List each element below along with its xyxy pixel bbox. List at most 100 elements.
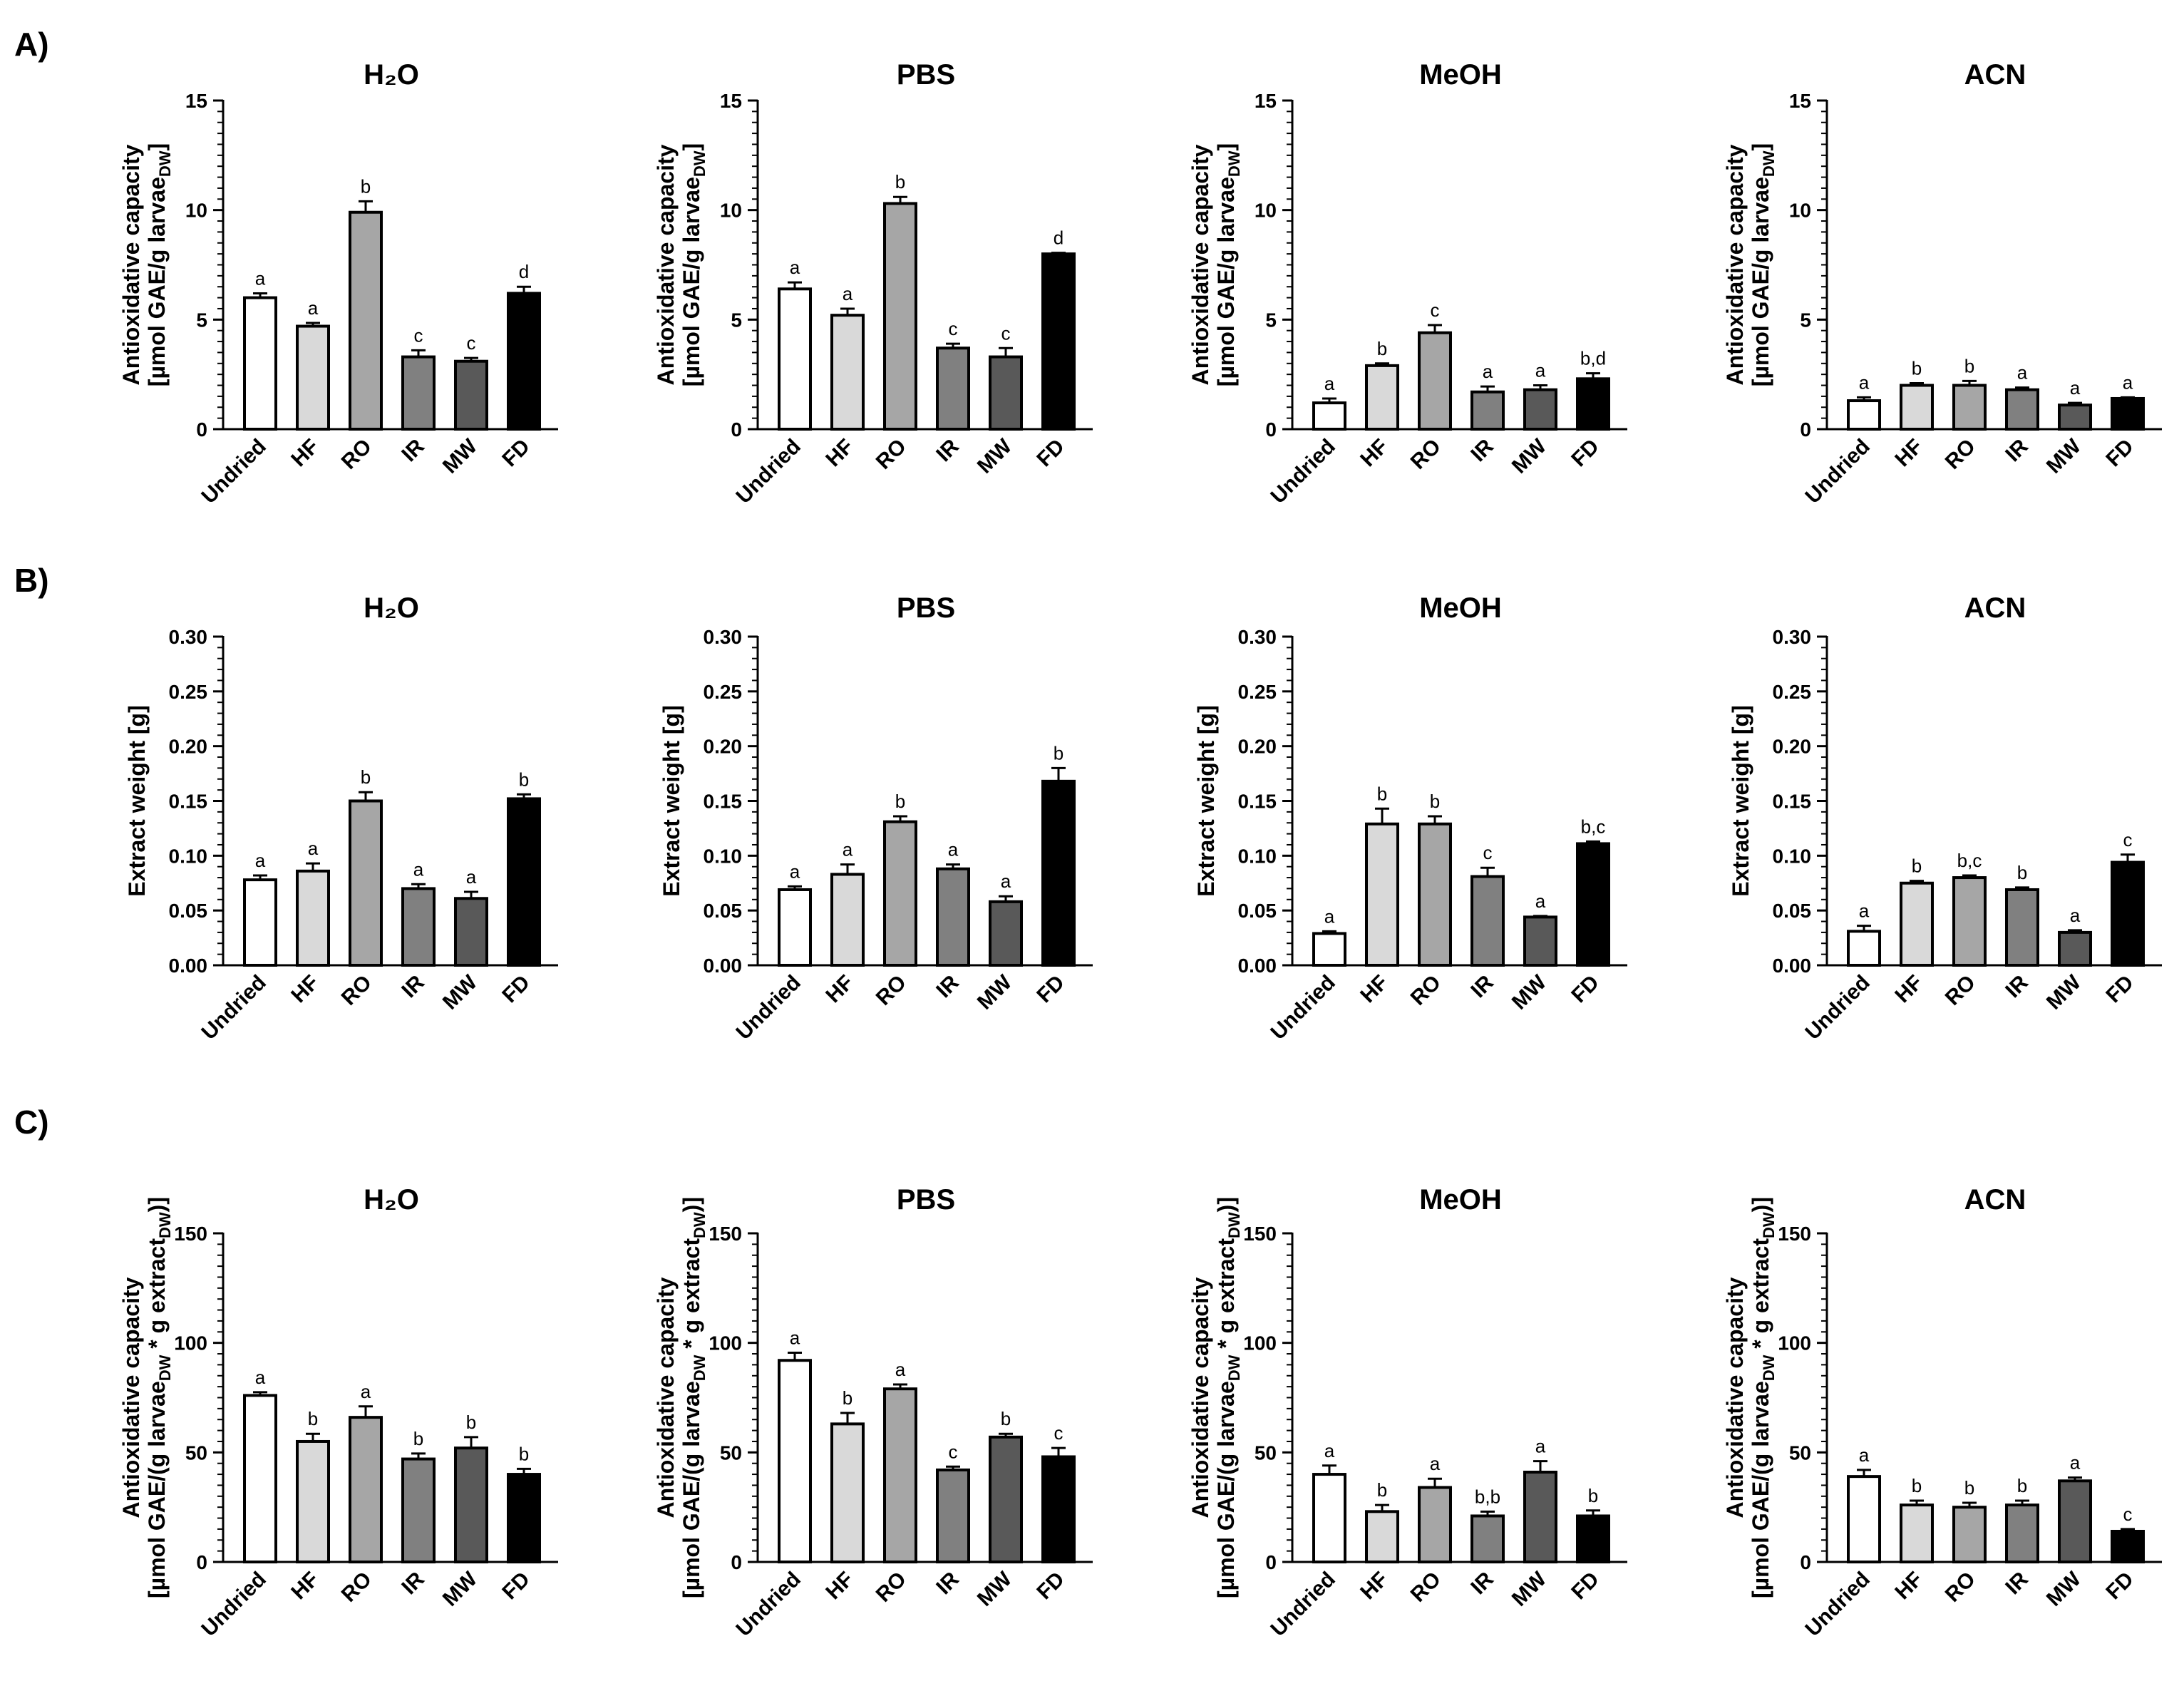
chart-8-sig-mw: b [466,1412,476,1433]
chart-11-xtick-label-undried: Undried [1801,1568,1874,1641]
chart-3-xtick-label-mw: MW [2042,434,2086,478]
chart-1-ylabel: Antioxidative capacity[µmol GAE/g larvae… [653,143,709,386]
chart-6-ytick-label-0: 0.00 [1238,955,1277,977]
chart-0-sig-hf: a [308,297,319,319]
chart-10-bar-hf [1365,1510,1399,1563]
chart-11-bar-ir [2005,1503,2039,1564]
chart-1-xtick-label-fd: FD [1032,435,1069,472]
chart-10-sig-mw: a [1535,1436,1546,1457]
chart-9-sig-mw: b [1001,1408,1011,1429]
chart-6-ytick-label-6: 0.30 [1238,626,1277,648]
chart-4-sig-ro: b [361,766,371,788]
chart-6-ytick-label-3: 0.15 [1238,791,1277,813]
chart-7-ytick-label-5: 0.25 [1773,681,1812,703]
chart-10-sig-undried: a [1324,1440,1335,1461]
chart-6-xtick-label-mw: MW [1508,970,1552,1014]
chart-9-sig-ro: a [895,1359,906,1380]
chart-4-xtick-label-ir: IR [397,970,429,1002]
chart-3-xtick-label-ro: RO [1941,435,1980,474]
chart-6-sig-hf: b [1377,783,1387,804]
chart-1-bar-undried [778,287,812,431]
chart-1-ytick-label-2: 10 [720,200,742,222]
chart-10-title: MeOH [1419,1184,1502,1215]
chart-9-bar-fd [1041,1455,1076,1563]
chart-5-ytick-label-5: 0.25 [704,681,743,703]
chart-5-ylabel: Extract weight [g] [659,705,684,896]
chart-1-sig-ro: b [895,171,905,192]
chart-8-xtick-label-ir: IR [397,1567,429,1599]
chart-3-xtick-label-undried: Undried [1801,435,1874,508]
chart-9-bar-ro [883,1387,917,1564]
chart-7-bar-mw [2058,930,2092,967]
chart-9-ytick-label-2: 100 [709,1332,742,1355]
chart-2-xtick-label-hf: HF [1356,435,1393,472]
chart-3-panel: ACN 0 5 10 15 Antioxidative capacity[µmol GAE… [1722,59,2162,508]
chart-0-bar-undried [243,296,277,431]
chart-1-panel: PBS 0 5 10 15 Antioxidative capacity[µmol GAE… [653,59,1093,508]
chart-0-xtick-label-undried: Undried [197,435,270,508]
chart-1-bar-ir [936,346,970,431]
chart-3-xtick-label-hf: HF [1890,435,1927,472]
chart-7-sig-undried: a [1859,900,1870,922]
chart-6-panel: MeOH 0.00 0.05 0.10 0.15 0.20 0.25 0.30 Extract … [1193,592,1627,1044]
chart-1-xtick-label-undried: Undried [731,435,805,508]
chart-2-bar-hf [1365,364,1399,431]
chart-8-xtick-label-fd: FD [498,1568,535,1605]
chart-9-sig-ir: c [949,1441,958,1462]
chart-7-xtick-label-undried: Undried [1801,971,1874,1044]
chart-6-ytick-label-5: 0.25 [1238,681,1277,703]
chart-9-ytick-label-3: 150 [709,1223,742,1245]
chart-9-xtick-label-hf: HF [821,1568,858,1605]
chart-7-sig-fd: c [2123,829,2133,850]
chart-8-ytick-label-0: 0 [196,1551,207,1573]
chart-10-sig-fd: b [1588,1485,1598,1506]
chart-8-bar-undried [243,1394,277,1563]
chart-0-bar-mw [454,359,488,431]
chart-7-sig-mw: a [2070,905,2081,926]
chart-4-sig-fd: b [519,769,529,790]
chart-3-xtick-label-fd: FD [2101,435,2138,472]
chart-3-bar-mw [2058,403,2092,431]
chart-4-ylabel: Extract weight [g] [124,705,150,896]
chart-9-bar-undried [778,1359,812,1564]
chart-3-sig-ro: b [1964,355,1974,376]
chart-5-sig-fd: b [1054,742,1063,764]
chart-3-bar-undried [1847,399,1881,431]
chart-9-xtick-label-mw: MW [973,1567,1017,1611]
chart-0-panel: H₂O 0 5 10 15 Antioxidative capacity[µmol GAE… [118,59,558,508]
chart-2-sig-fd: b,d [1580,348,1606,369]
chart-1-sig-ir: c [949,318,958,339]
chart-11-title: ACN [1964,1184,2026,1215]
chart-5-sig-ir: a [948,839,959,860]
chart-4-xtick-label-mw: MW [438,970,483,1014]
chart-2-panel: MeOH 0 5 10 15 Antioxidative capacity[µmol GA… [1188,59,1627,508]
chart-11-xtick-label-ir: IR [2001,1567,2033,1599]
chart-3-sig-ir: a [2017,362,2028,384]
chart-1-bar-fd [1041,252,1076,431]
charts-group: H₂O 0 5 10 15 Antioxidative capacity[µmol GAE… [118,59,2162,1641]
chart-9-xtick-label-ir: IR [932,1567,964,1599]
chart-2-xtick-label-mw: MW [1508,434,1552,478]
chart-5-panel: PBS 0.00 0.05 0.10 0.15 0.20 0.25 0.30 Extract w… [659,592,1093,1044]
chart-11-sig-hf: b [1912,1475,1922,1496]
chart-4-panel: H₂O 0.00 0.05 0.10 0.15 0.20 0.25 0.30 Extract w… [124,592,558,1044]
chart-5-ytick-label-3: 0.15 [704,791,743,813]
chart-10-ylabel: Antioxidative capacity[µmol GAE/(g larva… [1188,1197,1243,1598]
chart-6-bar-undried [1312,932,1346,967]
chart-2-bar-undried [1312,401,1346,431]
chart-3-ylabel: Antioxidative capacity[µmol GAE/g larvae… [1722,143,1778,386]
chart-5-ytick-label-2: 0.10 [704,845,743,867]
chart-0-sig-fd: d [519,261,529,282]
chart-9-bar-ir [936,1468,970,1563]
chart-6-xtick-label-ir: IR [1466,970,1498,1002]
chart-4-ytick-label-5: 0.25 [169,681,208,703]
chart-7-panel: ACN 0.00 0.05 0.10 0.15 0.20 0.25 0.30 Extract w… [1728,592,2162,1044]
chart-10-ytick-label-0: 0 [1265,1551,1277,1573]
chart-4-ytick-label-3: 0.15 [169,791,208,813]
chart-1-ytick-label-3: 15 [720,90,742,112]
chart-4-sig-mw: a [466,866,477,888]
chart-11-sig-fd: c [2123,1503,2133,1525]
chart-5-bar-ro [883,820,917,967]
